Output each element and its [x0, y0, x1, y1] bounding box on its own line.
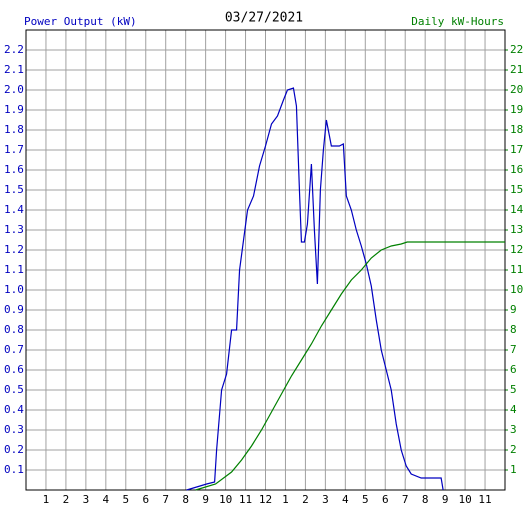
y2-tick-label: 12	[510, 243, 523, 256]
y2-tick-label: 4	[510, 403, 517, 416]
y-tick-label: 0.6	[4, 363, 24, 376]
y-tick-label: 0.7	[4, 343, 24, 356]
y2-tick-label: 1	[510, 463, 517, 476]
x-tick-label: 1	[282, 493, 289, 506]
y2-tick-label: 20	[510, 83, 523, 96]
y-tick-label: 1.9	[4, 103, 24, 116]
x-tick-label: 5	[362, 493, 369, 506]
y2-tick-label: 21	[510, 63, 523, 76]
y-tick-label: 0.4	[4, 403, 24, 416]
y2-tick-label: 3	[510, 423, 517, 436]
y2-tick-label: 7	[510, 343, 517, 356]
y-tick-label: 0.3	[4, 423, 24, 436]
x-tick-label: 11	[239, 493, 252, 506]
y2-tick-label: 11	[510, 263, 523, 276]
x-tick-label: 2	[302, 493, 309, 506]
x-tick-label: 2	[63, 493, 70, 506]
y2-tick-label: 2	[510, 443, 517, 456]
x-tick-label: 7	[402, 493, 409, 506]
y2-tick-label: 18	[510, 123, 523, 136]
x-tick-label: 8	[422, 493, 429, 506]
y-tick-label: 1.3	[4, 223, 24, 236]
y-tick-label: 0.5	[4, 383, 24, 396]
y2-tick-label: 13	[510, 223, 523, 236]
x-tick-label: 9	[202, 493, 209, 506]
x-tick-label: 3	[322, 493, 329, 506]
y2-tick-label: 8	[510, 323, 517, 336]
y2-tick-label: 19	[510, 103, 523, 116]
y-tick-label: 0.9	[4, 303, 24, 316]
chart-title: 03/27/2021	[225, 11, 303, 26]
x-tick-label: 4	[342, 493, 349, 506]
y2-tick-label: 10	[510, 283, 523, 296]
y-tick-label: 2.2	[4, 43, 24, 56]
y2-tick-label: 22	[510, 43, 523, 56]
y-tick-label: 1.4	[4, 203, 24, 216]
x-tick-label: 5	[122, 493, 129, 506]
x-tick-label: 4	[103, 493, 110, 506]
y-axis-title: Power Output (kW)	[24, 15, 137, 28]
x-tick-label: 10	[458, 493, 471, 506]
y2-tick-label: 6	[510, 363, 517, 376]
x-tick-label: 9	[442, 493, 449, 506]
plot-frame	[25, 29, 506, 491]
x-tick-label: 11	[478, 493, 491, 506]
y-tick-label: 1.6	[4, 163, 24, 176]
x-tick-label: 12	[259, 493, 272, 506]
y2-tick-label: 15	[510, 183, 523, 196]
x-tick-label: 1	[43, 493, 50, 506]
series-line	[186, 87, 444, 491]
series-line	[195, 241, 505, 491]
y-tick-label: 0.8	[4, 323, 24, 336]
x-tick-label: 10	[219, 493, 232, 506]
y-tick-label: 1.7	[4, 143, 24, 156]
y-tick-label: 1.0	[4, 283, 24, 296]
y2-axis-title: Daily kW-Hours	[411, 15, 504, 28]
y-tick-label: 0.1	[4, 463, 24, 476]
y2-tick-label: 17	[510, 143, 523, 156]
y-tick-label: 0.2	[4, 443, 24, 456]
y-tick-label: 1.2	[4, 243, 24, 256]
y2-tick-label: 16	[510, 163, 523, 176]
y-tick-label: 2.1	[4, 63, 24, 76]
y-tick-label: 1.8	[4, 123, 24, 136]
y-tick-label: 2.0	[4, 83, 24, 96]
y2-tick-label: 9	[510, 303, 517, 316]
y2-tick-label: 14	[510, 203, 524, 216]
x-tick-label: 7	[162, 493, 169, 506]
y2-tick-label: 5	[510, 383, 517, 396]
y-tick-label: 1.1	[4, 263, 24, 276]
y-tick-label: 1.5	[4, 183, 24, 196]
x-tick-label: 6	[382, 493, 389, 506]
x-tick-label: 6	[142, 493, 149, 506]
x-tick-label: 8	[182, 493, 189, 506]
x-tick-label: 3	[83, 493, 90, 506]
